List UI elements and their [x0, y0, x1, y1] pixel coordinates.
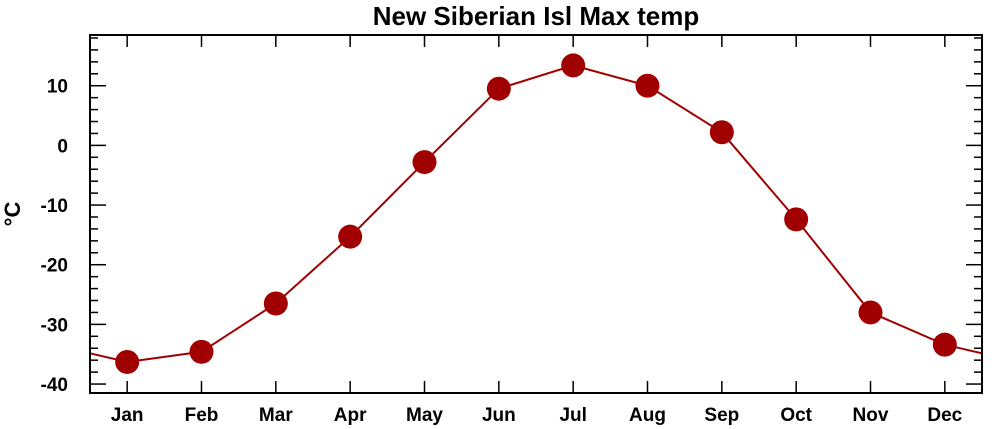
axis-ticks — [90, 35, 982, 393]
data-point-apr — [338, 224, 363, 249]
data-point-mar — [263, 291, 288, 316]
x-tick-label: Feb — [185, 405, 219, 426]
data-point-aug — [635, 73, 660, 98]
x-tick-label: Nov — [853, 405, 889, 426]
x-tick-label: Dec — [927, 405, 962, 426]
data-point-feb — [189, 339, 214, 364]
data-point-oct — [784, 207, 809, 232]
x-tick-label: Jun — [482, 405, 516, 426]
x-tick-labels: Jan Feb Mar Apr May Jun Jul Aug Sep Oct Nov Dec — [111, 405, 963, 426]
y-tick-label: -30 — [41, 315, 68, 336]
y-tick-label: -40 — [41, 375, 68, 396]
data-point-sep — [709, 120, 734, 145]
plot-frame — [89, 34, 983, 394]
y-tick-label: -10 — [41, 196, 68, 217]
data-point-jun — [486, 76, 511, 101]
y-tick-label: 10 — [47, 77, 68, 98]
x-tick-label: May — [406, 405, 443, 426]
data-point-dec — [932, 332, 957, 357]
x-tick-label: Jan — [111, 405, 144, 426]
y-tick-labels: -40 -30 -20 -10 0 10 — [41, 77, 68, 396]
y-tick-label: 0 — [57, 136, 68, 157]
series-line — [89, 64, 983, 364]
series-markers — [115, 53, 957, 374]
x-tick-label: Mar — [259, 405, 293, 426]
x-tick-label: Jul — [559, 405, 586, 426]
x-tick-label: Aug — [629, 405, 666, 426]
x-tick-label: Sep — [704, 405, 739, 426]
chart-title: New Siberian Isl Max temp — [373, 1, 700, 31]
series-line-layer — [89, 64, 983, 364]
x-tick-label: Apr — [334, 405, 367, 426]
data-point-may — [412, 150, 437, 175]
y-tick-label: -20 — [41, 256, 68, 277]
y-axis-label: °C — [0, 202, 25, 227]
data-point-nov — [858, 300, 883, 325]
data-point-jan — [115, 349, 140, 374]
data-point-jul — [561, 53, 586, 78]
x-tick-label: Oct — [780, 405, 812, 426]
